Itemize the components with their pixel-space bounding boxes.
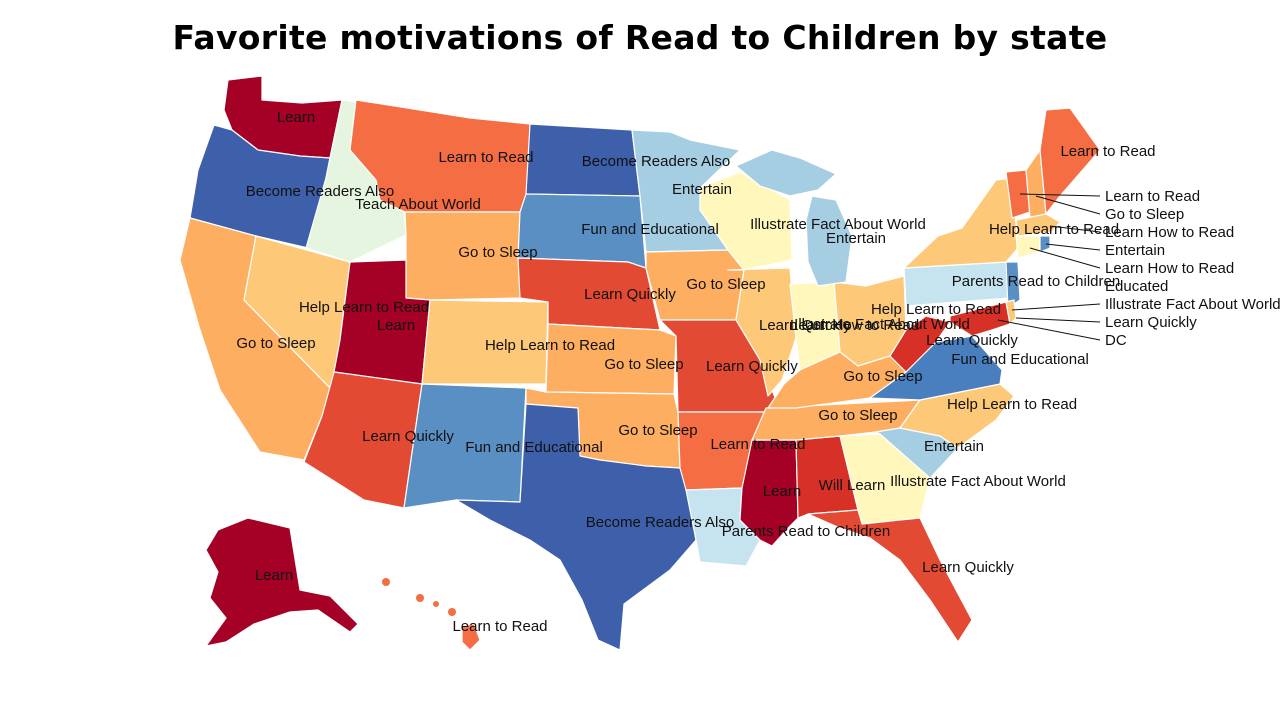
label-co: Help Learn to Read <box>485 337 615 354</box>
label-id: Teach About World <box>355 196 481 213</box>
state-ct[interactable] <box>1015 235 1041 259</box>
label-ms: Learn <box>763 483 801 500</box>
label-fl: Learn Quickly <box>922 559 1014 576</box>
label-oh: Help Learn to Read <box>871 301 1001 318</box>
label-nj: Illustrate Fact About World <box>794 316 970 333</box>
callout-ct: Learn How to Read <box>1105 260 1234 277</box>
label-nd: Become Readers Also <box>582 153 730 170</box>
northeast-callout-labels: Learn to Read Go to Sleep Learn How to R… <box>1105 188 1280 349</box>
callout-ma: Learn How to Read <box>1105 224 1234 241</box>
state-ny[interactable] <box>903 177 1019 269</box>
label-wi: Illustrate Fact About World <box>750 216 926 233</box>
label-ga: Illustrate Fact About World <box>890 473 1066 490</box>
label-nc: Help Learn to Read <box>947 396 1077 413</box>
label-ky: Go to Sleep <box>843 368 922 385</box>
state-ri[interactable] <box>1039 235 1051 253</box>
label-az: Learn Quickly <box>362 428 454 445</box>
callout-vt: Learn to Read <box>1105 188 1200 205</box>
label-ut: Learn <box>377 317 415 334</box>
leader-vt <box>1019 193 1101 197</box>
state-nj[interactable] <box>1005 261 1021 309</box>
leader-nh <box>1035 195 1101 215</box>
label-mo: Learn Quickly <box>706 358 798 375</box>
label-il: Learn Quickly <box>759 317 851 334</box>
label-ia: Go to Sleep <box>686 276 765 293</box>
map-title: Favorite motivations of Read to Children… <box>172 18 1108 57</box>
label-in: Learn How to Read <box>790 317 919 334</box>
label-nv: Help Learn to Read <box>299 299 429 316</box>
label-ne: Learn Quickly <box>584 286 676 303</box>
label-mt: Learn to Read <box>438 149 533 166</box>
label-sc: Entertain <box>924 438 984 455</box>
label-wa: Learn <box>277 109 315 126</box>
state-hi[interactable] <box>382 578 481 651</box>
label-wv: Learn Quickly <box>926 332 1018 349</box>
label-ny: Help Learn to Read <box>989 221 1119 238</box>
label-wy: Go to Sleep <box>458 244 537 261</box>
label-nm: Fun and Educational <box>465 439 603 456</box>
state-me[interactable] <box>1039 107 1101 215</box>
callout-de: Educated <box>1105 278 1168 295</box>
label-mn: Entertain <box>672 181 732 198</box>
label-tx: Become Readers Also <box>586 514 734 531</box>
callout-md: Learn Quickly <box>1105 314 1197 331</box>
state-fl[interactable] <box>807 509 973 643</box>
state-ak[interactable] <box>205 517 359 647</box>
callout-dc: DC <box>1105 332 1127 349</box>
leader-ct <box>1029 247 1101 269</box>
label-va: Fun and Educational <box>951 351 1089 368</box>
state-shapes <box>179 75 1101 651</box>
state-labels: Learn Become Readers Also Teach About Wo… <box>236 109 1155 635</box>
state-ks[interactable] <box>545 323 677 395</box>
label-mi: Entertain <box>826 230 886 247</box>
callout-nj: Illustrate Fact About World <box>1105 296 1280 313</box>
label-hi: Learn to Read <box>452 618 547 635</box>
leader-ri <box>1045 243 1101 251</box>
label-ks: Go to Sleep <box>604 356 683 373</box>
leader-de <box>1011 303 1101 311</box>
callout-ri: Entertain <box>1105 242 1165 259</box>
label-ar: Learn to Read <box>710 436 805 453</box>
label-la: Parents Read to Children <box>722 523 890 540</box>
label-ak: Learn <box>255 567 293 584</box>
label-me: Learn to Read <box>1060 143 1155 160</box>
state-tx[interactable] <box>455 403 697 651</box>
label-sd: Fun and Educational <box>581 221 719 238</box>
state-mi[interactable] <box>735 149 853 287</box>
label-or: Become Readers Also <box>246 183 394 200</box>
state-nc[interactable] <box>899 383 1015 449</box>
callout-nh: Go to Sleep <box>1105 206 1184 223</box>
leader-dc <box>997 319 1101 341</box>
label-pa: Parents Read to Children <box>952 273 1120 290</box>
label-al: Will Learn <box>819 477 886 494</box>
label-ca: Go to Sleep <box>236 335 315 352</box>
leader-ma <box>1049 225 1101 233</box>
leader-nj <box>1015 317 1101 323</box>
label-ok: Go to Sleep <box>618 422 697 439</box>
callout-leader-lines <box>997 193 1101 341</box>
label-tn: Go to Sleep <box>818 407 897 424</box>
